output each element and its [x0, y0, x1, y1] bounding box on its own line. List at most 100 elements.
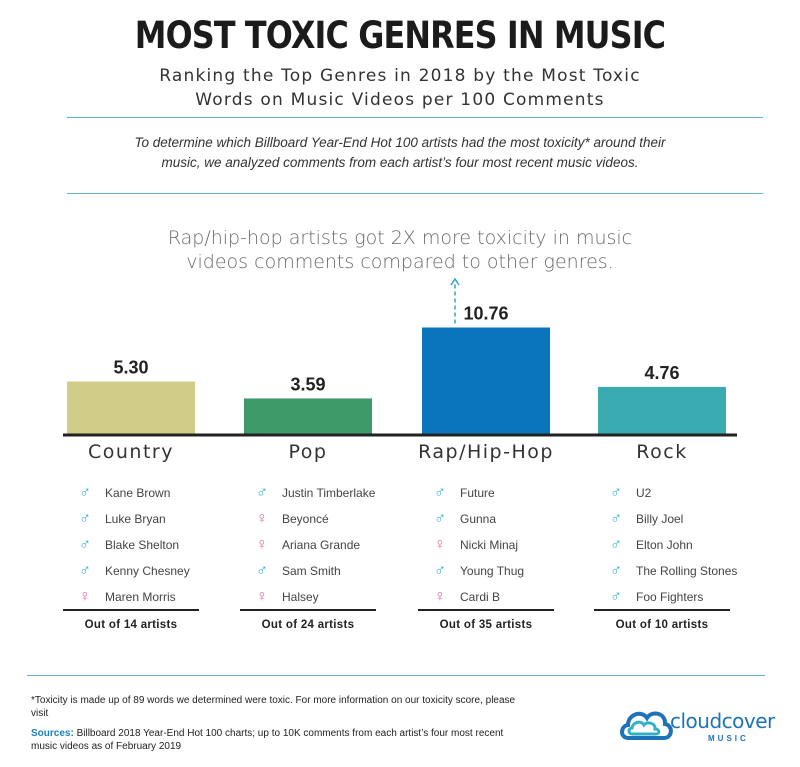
list-item: ♂ Justin Timberlake — [256, 480, 406, 506]
list-item: ♂ Luke Bryan — [79, 506, 229, 532]
list-item: ♀ Ariana Grande — [256, 532, 406, 558]
genre-label: Country — [88, 441, 174, 463]
divider-top — [67, 117, 763, 118]
artist-name: Ariana Grande — [282, 538, 361, 552]
artist-name: Justin Timberlake — [282, 486, 376, 500]
artist-list: ♂ Future ♂ Gunna ♀ Nicki Minaj ♂ Young Thug ♀ Car… — [434, 480, 584, 610]
artist-name: U2 — [636, 486, 652, 500]
artist-name: The Rolling Stones — [636, 564, 738, 578]
count-divider — [418, 609, 554, 611]
male-icon: ♂ — [79, 562, 91, 579]
artist-name: Luke Bryan — [105, 512, 166, 526]
divider-middle — [67, 193, 763, 194]
list-item: ♂ Young Thug — [434, 558, 584, 584]
artist-count: Out of 24 artists — [261, 619, 355, 631]
list-item: ♂ Foo Fighters — [610, 584, 760, 610]
subtitle-line-2: Words on Music Videos per 100 Comments — [195, 90, 605, 110]
list-item: ♂ U2 — [610, 480, 760, 506]
male-icon: ♂ — [79, 536, 91, 553]
list-item: ♀ Maren Morris — [79, 584, 229, 610]
artist-name: Elton John — [636, 538, 693, 552]
bar-pop — [244, 398, 372, 434]
list-item: ♀ Cardi B — [434, 584, 584, 610]
artist-count: Out of 14 artists — [84, 619, 178, 631]
artist-list: ♂ Kane Brown ♂ Luke Bryan ♂ Blake Shelton ♂ Ken… — [79, 480, 229, 610]
artist-name: Cardi B — [460, 590, 501, 604]
female-icon: ♀ — [256, 536, 268, 553]
list-item: ♀ Nicki Minaj — [434, 532, 584, 558]
artist-name: Maren Morris — [105, 590, 176, 604]
artist-count: Out of 10 artists — [615, 619, 709, 631]
female-icon: ♀ — [256, 510, 268, 527]
intro-line-2: music, we analyzed comments from each ar… — [161, 155, 639, 170]
cloudcover-logo: cloudcover MUSIC — [618, 702, 788, 752]
bar-rock — [598, 386, 726, 434]
count-divider — [240, 609, 376, 611]
headline-line-2: videos comments compared to other genres… — [186, 251, 614, 273]
arrow-up-icon — [450, 277, 460, 286]
list-item: ♂ Gunna — [434, 506, 584, 532]
footnote: *Toxicity is made up of 89 words we dete… — [31, 695, 516, 719]
artist-name: Billy Joel — [636, 512, 684, 526]
female-icon: ♀ — [434, 536, 446, 553]
artist-name: Gunna — [460, 512, 497, 526]
bar-value-label: 10.76 — [463, 304, 508, 324]
artist-name: Foo Fighters — [636, 590, 704, 604]
artist-name: Future — [460, 486, 495, 500]
male-icon: ♂ — [610, 562, 622, 579]
divider-bottom — [27, 675, 765, 676]
genre-label: Rock — [636, 441, 688, 463]
page-title: MOST TOXIC GENRES IN MUSIC — [134, 14, 666, 57]
chart-headline: Rap/hip-hop artists got 2X more toxicity… — [0, 226, 800, 274]
list-item: ♂ Kenny Chesney — [79, 558, 229, 584]
sources: Sources: Billboard 2018 Year-End Hot 100… — [31, 727, 531, 753]
female-icon: ♀ — [434, 588, 446, 605]
list-item: ♂ Blake Shelton — [79, 532, 229, 558]
artist-name: Blake Shelton — [105, 538, 180, 552]
artist-name: Halsey — [282, 590, 319, 604]
bar-value-label: 5.30 — [113, 358, 148, 378]
artist-count: Out of 35 artists — [439, 619, 533, 631]
logo-subtext: MUSIC — [708, 734, 749, 743]
list-item: ♂ Kane Brown — [79, 480, 229, 506]
female-icon: ♀ — [256, 588, 268, 605]
artist-name: Kane Brown — [105, 486, 171, 500]
artist-list: ♂ U2 ♂ Billy Joel ♂ Elton John ♂ The Rolling St… — [610, 480, 760, 610]
subtitle-line-1: Ranking the Top Genres in 2018 by the Mo… — [159, 66, 641, 86]
artist-name: Beyoncé — [282, 512, 329, 526]
male-icon: ♂ — [610, 588, 622, 605]
intro-line-1: To determine which Billboard Year-End Ho… — [134, 135, 666, 150]
list-item: ♂ Sam Smith — [256, 558, 406, 584]
bar-value-label: 3.59 — [290, 374, 325, 394]
male-icon: ♂ — [256, 562, 268, 579]
male-icon: ♂ — [256, 484, 268, 501]
genre-label: Pop — [288, 441, 328, 463]
male-icon: ♂ — [434, 562, 446, 579]
artist-name: Sam Smith — [282, 564, 341, 578]
male-icon: ♂ — [79, 510, 91, 527]
list-item: ♀ Halsey — [256, 584, 406, 610]
bar-chart: 5.30 3.59 10.76 4.76 — [63, 277, 737, 437]
male-icon: ♂ — [434, 484, 446, 501]
list-item: ♂ Future — [434, 480, 584, 506]
list-item: ♂ Billy Joel — [610, 506, 760, 532]
artist-list: ♂ Justin Timberlake ♀ Beyoncé ♀ Ariana Grande… — [256, 480, 406, 610]
artist-name: Nicki Minaj — [460, 538, 519, 552]
male-icon: ♂ — [610, 536, 622, 553]
count-divider — [63, 609, 199, 611]
male-icon: ♂ — [434, 510, 446, 527]
intro-text: To determine which Billboard Year-End Ho… — [0, 133, 800, 173]
genre-label: Rap/Hip-Hop — [418, 441, 554, 463]
list-item: ♂ The Rolling Stones — [610, 558, 760, 584]
male-icon: ♂ — [610, 510, 622, 527]
headline-line-1: Rap/hip-hop artists got 2X more toxicity… — [167, 227, 633, 249]
male-icon: ♂ — [79, 484, 91, 501]
female-icon: ♀ — [79, 588, 91, 605]
bar-country — [67, 381, 195, 434]
logo-wordmark: cloudcover — [670, 709, 775, 733]
artist-name: Kenny Chesney — [105, 564, 190, 578]
male-icon: ♂ — [610, 484, 622, 501]
artist-name: Young Thug — [460, 564, 525, 578]
bar-rap — [422, 327, 550, 434]
sources-label: Sources: — [31, 728, 74, 739]
